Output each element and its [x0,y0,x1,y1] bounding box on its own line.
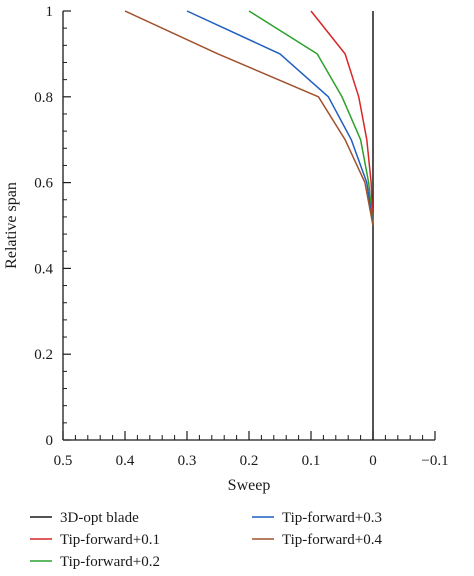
legend-label-4: Tip-forward+0.3 [282,510,382,526]
y-tick-label: 0.8 [34,90,53,106]
y-tick-label: 0.2 [34,347,53,363]
x-tick-label: 0.2 [240,453,259,469]
axes [62,10,436,441]
x-tick-label: 0.5 [54,453,73,469]
legend-label-2: Tip-forward+0.1 [60,532,160,548]
legend-label-5: Tip-forward+0.4 [282,532,382,548]
series-line-4 [186,10,374,226]
x-tick-label: 0.3 [178,453,197,469]
series-line-3 [248,10,374,226]
x-tick-label: 0 [369,453,377,469]
x-tick-label: 0.1 [302,453,321,469]
tick-labels: 0 0.2 0.4 0.6 0.8 1 0.5 0.4 0.3 0.2 0.1 0 −0.1 [34,4,448,469]
x-tick-label: −0.1 [421,453,448,469]
x-axis-title: Sweep [228,477,271,494]
series-line-5 [124,10,374,226]
y-tick-label: 0 [46,433,54,449]
y-axis-title: Relative span [3,182,20,269]
legend: 3D-opt blade Tip-forward+0.1 Tip-forward+0… [30,510,382,570]
y-tick-label: 1 [46,4,54,20]
x-tick-label: 0.4 [116,453,135,469]
series-line-2 [310,10,374,226]
series-layer [124,10,374,440]
y-tick-label: 0.4 [34,261,53,277]
legend-label-3: Tip-forward+0.2 [60,554,160,570]
y-tick-label: 0.6 [34,176,53,192]
legend-label-1: 3D-opt blade [60,510,139,526]
